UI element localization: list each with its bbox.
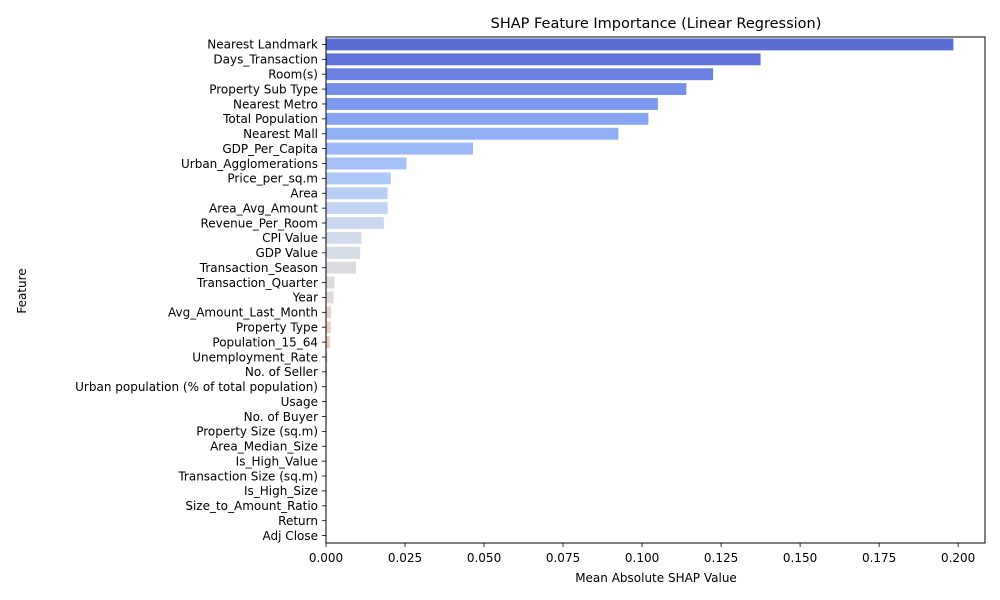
bar-13 <box>326 231 362 244</box>
y-tick-label: Nearest Metro <box>233 97 318 111</box>
bar-0 <box>326 38 954 51</box>
y-tick-label: No. of Seller <box>245 365 318 379</box>
y-tick-label: Revenue_Per_Room <box>200 216 318 230</box>
y-tick-label: Area <box>290 187 318 201</box>
bar-8 <box>326 157 407 170</box>
y-tick-label: Nearest Mall <box>243 127 318 141</box>
y-tick-label: No. of Buyer <box>244 410 318 424</box>
bar-3 <box>326 83 687 96</box>
x-tick-label: 0.125 <box>704 551 738 565</box>
bar-21 <box>326 351 328 363</box>
y-tick-label: Year <box>292 291 318 305</box>
bar-11 <box>326 202 388 215</box>
y-tick-label: Population_15_64 <box>212 335 318 349</box>
bar-4 <box>326 98 658 110</box>
y-tick-label: Days_Transaction <box>213 53 318 67</box>
y-tick-label: GDP_Per_Capita <box>222 142 318 156</box>
chart-title: SHAP Feature Importance (Linear Regressi… <box>491 16 822 32</box>
y-tick-label: Is_High_Size <box>244 484 318 498</box>
x-tick-label: 0.025 <box>388 551 422 565</box>
y-tick-label: Property Sub Type <box>209 82 318 96</box>
y-tick-label: Room(s) <box>268 68 318 82</box>
y-tick-label: Adj Close <box>263 529 318 543</box>
y-tick-label: Transaction Size (sq.m) <box>177 469 318 483</box>
bar-17 <box>326 291 334 304</box>
y-tick-label: Transaction_Season <box>199 261 318 275</box>
y-tick-label: Nearest Landmark <box>207 38 318 52</box>
y-tick-label: Usage <box>281 395 318 409</box>
y-tick-label: Area_Median_Size <box>210 440 318 454</box>
y-tick-label: Price_per_sq.m <box>227 172 318 186</box>
y-tick-label: Transaction_Quarter <box>196 276 318 290</box>
bar-2 <box>326 68 714 81</box>
y-tick-label: GDP Value <box>255 246 318 260</box>
x-tick-label: 0.000 <box>309 551 343 565</box>
x-tick-labels: 0.000 0.025 0.050 0.075 0.100 0.125 0.150 0.175… <box>309 543 975 565</box>
bar-20 <box>326 336 330 349</box>
bar-1 <box>326 53 761 66</box>
y-tick-label: Total Population <box>222 112 318 126</box>
y-axis-title: Feature <box>15 268 29 313</box>
x-tick-label: 0.175 <box>862 551 896 565</box>
bar-18 <box>326 306 332 319</box>
y-tick-labels: Nearest LandmarkDays_TransactionRoom(s)P… <box>75 38 326 543</box>
axes-frame <box>325 36 986 544</box>
x-tick-label: 0.075 <box>546 551 580 565</box>
y-tick-label: Is_High_Value <box>236 454 318 468</box>
y-tick-label: Size_to_Amount_Ratio <box>185 499 318 513</box>
y-tick-label: Property Type <box>236 321 318 335</box>
bar-5 <box>326 112 649 125</box>
x-axis-title: Mean Absolute SHAP Value <box>575 571 737 585</box>
y-tick-label: Area_Avg_Amount <box>209 201 318 215</box>
y-tick-label: Unemployment_Rate <box>192 350 318 364</box>
x-tick-label: 0.050 <box>467 551 501 565</box>
y-tick-label: Urban population (% of total population) <box>75 380 318 394</box>
bar-14 <box>326 246 361 259</box>
bar-7 <box>326 142 473 155</box>
bar-15 <box>326 261 357 274</box>
x-tick-label: 0.150 <box>783 551 817 565</box>
x-tick-label: 0.200 <box>941 551 975 565</box>
bar-6 <box>326 127 619 140</box>
bar-19 <box>326 321 331 334</box>
y-tick-label: Urban_Agglomerations <box>181 157 318 171</box>
bars-group <box>326 38 954 542</box>
y-tick-label: CPI Value <box>262 231 318 245</box>
y-tick-label: Return <box>278 514 318 528</box>
x-tick-label: 0.100 <box>625 551 659 565</box>
bar-9 <box>326 172 391 185</box>
y-tick-label: Avg_Amount_Last_Month <box>168 306 318 320</box>
bar-16 <box>326 276 335 289</box>
bar-10 <box>326 187 388 200</box>
bar-12 <box>326 217 384 229</box>
y-tick-label: Property Size (sq.m) <box>196 425 318 439</box>
